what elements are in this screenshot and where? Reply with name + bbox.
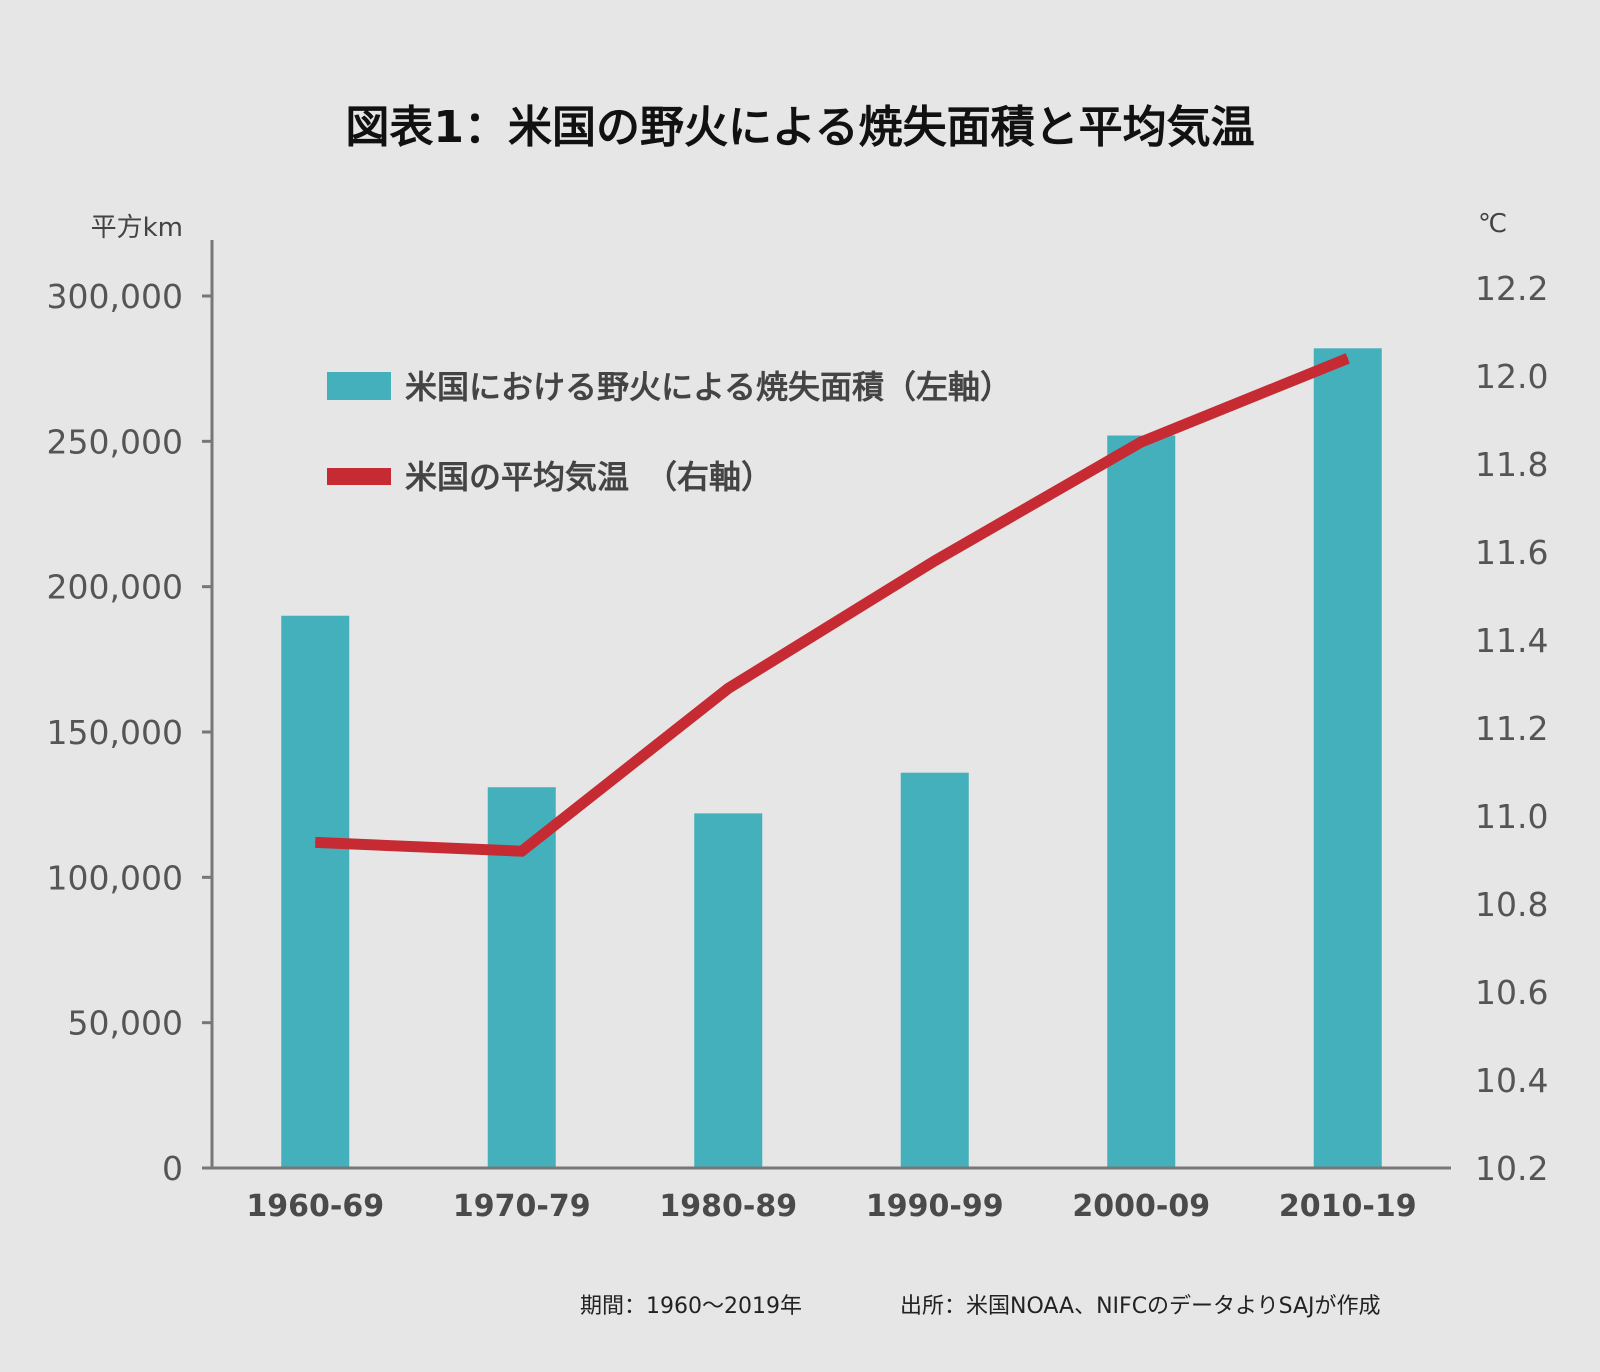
right-tick-label: 11.8 [1475, 445, 1548, 484]
bar-1980-89 [694, 813, 763, 1168]
left-tick-label: 50,000 [68, 1004, 183, 1043]
bar-1960-69 [281, 615, 350, 1168]
left-tick-label: 300,000 [47, 277, 183, 316]
x-tick-label: 2000-09 [1072, 1189, 1210, 1224]
right-tick-label: 10.8 [1475, 885, 1548, 924]
right-axis-unit: ℃ [1478, 209, 1507, 239]
legend-label-bar: 米国における野火による焼失面積（左軸） [405, 368, 1012, 406]
axes [204, 240, 1451, 1170]
bar-2010-19 [1313, 348, 1382, 1168]
left-axis-unit: 平方km [91, 213, 183, 243]
footer-source: 出所：米国NOAA、NIFCのデータよりSAJが作成 [900, 1294, 1381, 1319]
legend-label-line: 米国の平均気温 （右軸） [405, 458, 773, 496]
right-tick-label: 12.0 [1475, 357, 1548, 396]
chart-title: 図表1：米国の野火による焼失面積と平均気温 [345, 102, 1254, 153]
right-tick-label: 10.2 [1475, 1149, 1548, 1188]
temperature-point [521, 850, 523, 852]
right-tick-label: 11.4 [1475, 621, 1548, 660]
right-tick-label: 10.4 [1475, 1061, 1548, 1100]
right-axis-ticks: 10.2 10.4 10.6 10.8 11.0 11.2 11.4 11.6 11.8 12.0… [1475, 269, 1548, 1188]
temperature-point [1140, 441, 1142, 443]
left-tick-label: 200,000 [47, 568, 183, 607]
footer-period: 期間：1960〜2019年 [580, 1294, 802, 1319]
x-tick-label: 2010-19 [1279, 1189, 1417, 1224]
left-tick-label: 250,000 [47, 422, 183, 461]
temperature-point [727, 687, 729, 689]
legend-swatch-bar [327, 372, 391, 400]
x-tick-label: 1980-89 [659, 1189, 797, 1224]
legend-swatch-line [327, 468, 391, 485]
left-tick-label: 150,000 [47, 713, 183, 752]
temperature-point [1347, 357, 1349, 359]
right-tick-label: 11.6 [1475, 533, 1548, 572]
right-tick-label: 11.2 [1475, 709, 1548, 748]
left-tick-label: 100,000 [47, 858, 183, 897]
left-tick-label: 0 [162, 1149, 183, 1188]
bar-series [281, 348, 1382, 1168]
x-tick-label: 1970-79 [453, 1189, 591, 1224]
right-tick-label: 11.0 [1475, 797, 1548, 836]
temperature-point [934, 560, 936, 562]
legend: 米国における野火による焼失面積（左軸） 米国の平均気温 （右軸） [327, 368, 1012, 496]
temperature-line [315, 353, 1350, 857]
x-tick-label: 1990-99 [866, 1189, 1004, 1224]
right-tick-label: 12.2 [1475, 269, 1548, 308]
left-axis-ticks: 0 50,000 100,000 150,000 200,000 250,000 300,0… [47, 277, 212, 1188]
temperature-point [314, 841, 316, 843]
bar-1990-99 [900, 772, 969, 1168]
right-tick-label: 10.6 [1475, 973, 1548, 1012]
x-axis-ticks: 1960-69 1970-79 1980-89 1990-99 2000-09 2010-… [246, 1189, 1416, 1224]
bar-2000-09 [1107, 435, 1176, 1168]
line-series [314, 353, 1350, 857]
x-tick-label: 1960-69 [246, 1189, 384, 1224]
